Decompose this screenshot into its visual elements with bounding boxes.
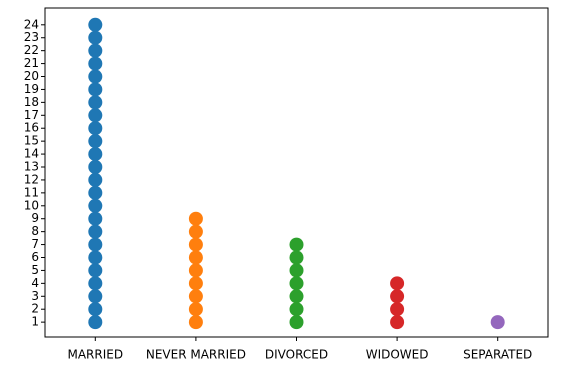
y-tick-label: 24 <box>24 17 39 31</box>
point <box>88 69 103 84</box>
point <box>88 185 103 200</box>
point <box>188 315 203 330</box>
point <box>88 263 103 278</box>
point <box>289 263 304 278</box>
y-tick-label: 8 <box>31 224 39 238</box>
point <box>88 17 103 32</box>
y-tick-label: 13 <box>24 160 39 174</box>
y-tick-label: 20 <box>24 69 39 83</box>
y-tick-label: 9 <box>31 211 39 225</box>
point <box>88 108 103 123</box>
point <box>88 315 103 330</box>
y-tick-label: 16 <box>24 121 39 135</box>
x-tick-label: DIVORCED <box>265 348 328 362</box>
y-tick-label: 14 <box>24 147 39 161</box>
y-tick-label: 7 <box>31 237 39 251</box>
y-tick-label: 19 <box>24 82 39 96</box>
y-tick-label: 17 <box>24 108 39 122</box>
y-tick-label: 12 <box>24 172 39 186</box>
point <box>289 276 304 291</box>
point <box>289 302 304 317</box>
point <box>188 263 203 278</box>
point <box>88 160 103 175</box>
y-tick-label: 1 <box>31 315 39 329</box>
point <box>289 289 304 304</box>
point <box>289 315 304 330</box>
y-tick-label: 23 <box>24 30 39 44</box>
plot-area <box>88 17 505 330</box>
y-tick-label: 6 <box>31 250 39 264</box>
point <box>390 302 405 317</box>
x-tick-label: WIDOWED <box>366 348 429 362</box>
point <box>88 198 103 213</box>
point <box>188 237 203 252</box>
point <box>188 224 203 239</box>
point <box>88 121 103 136</box>
point <box>188 250 203 265</box>
y-tick-label: 22 <box>24 43 39 57</box>
point <box>88 43 103 58</box>
point <box>490 315 505 330</box>
point <box>88 147 103 162</box>
x-tick-label: NEVER MARRIED <box>146 348 246 362</box>
y-tick-label: 21 <box>24 56 39 70</box>
point <box>289 237 304 252</box>
point <box>88 172 103 187</box>
point <box>390 276 405 291</box>
y-tick-label: 2 <box>31 302 39 316</box>
point <box>188 302 203 317</box>
point <box>88 302 103 317</box>
y-tick-label: 3 <box>31 289 39 303</box>
point <box>88 211 103 226</box>
y-tick-label: 4 <box>31 276 39 290</box>
point <box>188 289 203 304</box>
point <box>88 224 103 239</box>
point <box>390 315 405 330</box>
point <box>88 56 103 71</box>
point <box>88 95 103 110</box>
point <box>88 289 103 304</box>
y-tick-label: 5 <box>31 263 39 277</box>
point <box>88 250 103 265</box>
y-tick-label: 10 <box>24 198 39 212</box>
point <box>88 237 103 252</box>
point <box>88 134 103 149</box>
point <box>188 276 203 291</box>
point <box>88 30 103 45</box>
x-tick-label: MARRIED <box>67 348 123 362</box>
point <box>188 211 203 226</box>
y-tick-label: 15 <box>24 134 39 148</box>
x-tick-label: SEPARATED <box>463 348 532 362</box>
point <box>289 250 304 265</box>
y-tick-label: 11 <box>24 185 39 199</box>
y-tick-label: 18 <box>24 95 39 109</box>
point <box>390 289 405 304</box>
point <box>88 276 103 291</box>
point <box>88 82 103 97</box>
